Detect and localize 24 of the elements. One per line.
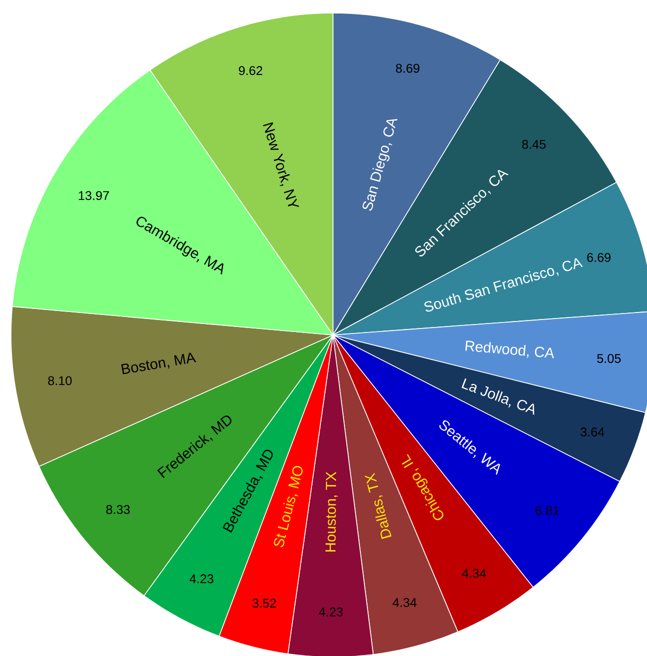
data-label: 3.52 (252, 598, 276, 608)
data-label: 3.64 (580, 428, 604, 436)
data-label: 4.23 (318, 607, 343, 616)
data-label: 13.97 (78, 191, 109, 200)
data-label: 5.05 (597, 354, 621, 363)
data-label: 8.69 (396, 64, 420, 73)
data-label: 9.62 (238, 66, 262, 76)
slice-label: New York, NY (263, 122, 300, 208)
slice-label: St Louis, MO (274, 466, 303, 548)
data-label: 6.69 (587, 252, 611, 262)
data-label: 4.34 (462, 568, 486, 578)
data-label: 4.34 (392, 598, 417, 607)
slice-label: Redwood, CA (465, 340, 554, 358)
slice-label: Dallas, TX (364, 472, 392, 539)
data-label: 8.45 (522, 140, 546, 149)
data-label: 8.33 (106, 505, 130, 514)
slice-label: San Diego, CA (362, 119, 398, 211)
data-label: 4.23 (190, 574, 214, 584)
slice-label: Houston, TX (325, 472, 338, 552)
slice-label: La Jolla, CA (462, 378, 534, 415)
data-label: 8.10 (48, 376, 72, 386)
slice-label: Boston, MA (121, 352, 196, 374)
data-label: 6.81 (536, 506, 559, 515)
slice-label: South San Francisco, CA (424, 258, 583, 312)
